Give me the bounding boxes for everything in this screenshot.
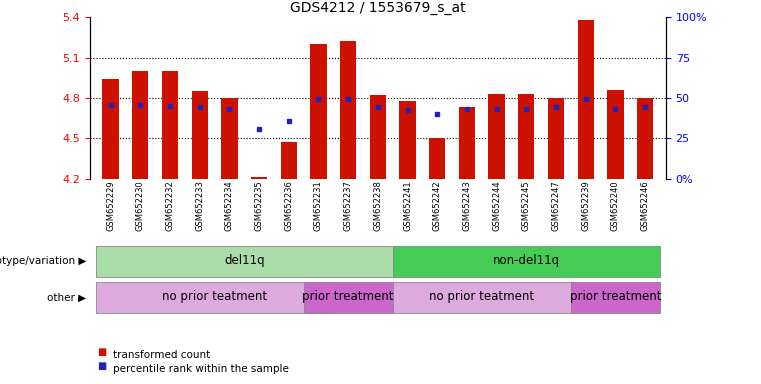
Text: percentile rank within the sample: percentile rank within the sample [113, 364, 288, 374]
Text: GSM652237: GSM652237 [344, 180, 352, 232]
Bar [393, 246, 660, 276]
Text: ■: ■ [97, 361, 107, 371]
Text: del11q: del11q [224, 254, 265, 267]
Bar [571, 282, 660, 313]
Text: GSM652244: GSM652244 [492, 180, 501, 231]
Text: GSM652234: GSM652234 [224, 180, 234, 231]
Text: no prior teatment: no prior teatment [429, 290, 534, 303]
Bar [400, 101, 416, 179]
Text: GSM652236: GSM652236 [285, 180, 293, 232]
Text: GSM652240: GSM652240 [611, 180, 620, 231]
Text: GSM652230: GSM652230 [135, 180, 145, 231]
Text: GSM652233: GSM652233 [195, 180, 204, 232]
Text: ■: ■ [97, 347, 107, 357]
Bar [393, 282, 571, 313]
Text: GSM652229: GSM652229 [106, 180, 115, 231]
Bar [96, 282, 333, 313]
Bar [370, 95, 386, 179]
Bar [429, 138, 445, 179]
Bar [281, 142, 297, 179]
Text: GSM652231: GSM652231 [314, 180, 323, 231]
Bar [489, 94, 505, 179]
Text: non-del11q: non-del11q [492, 254, 560, 267]
Bar [578, 20, 594, 179]
Text: GSM652239: GSM652239 [581, 180, 591, 231]
Bar [310, 44, 326, 179]
Text: GSM652247: GSM652247 [552, 180, 561, 231]
Bar [637, 98, 653, 179]
Title: GDS4212 / 1553679_s_at: GDS4212 / 1553679_s_at [290, 1, 466, 15]
Bar [162, 71, 178, 179]
Text: prior treatment: prior treatment [570, 290, 661, 303]
Text: other ▶: other ▶ [47, 293, 86, 303]
Text: prior treatment: prior treatment [302, 290, 394, 303]
Bar [518, 94, 534, 179]
Bar [132, 71, 148, 179]
Bar [192, 91, 208, 179]
Bar [96, 246, 393, 276]
Bar [221, 98, 237, 179]
Text: GSM652235: GSM652235 [255, 180, 263, 231]
Text: genotype/variation ▶: genotype/variation ▶ [0, 256, 86, 266]
Text: no prior teatment: no prior teatment [162, 290, 267, 303]
Text: GSM652243: GSM652243 [463, 180, 471, 231]
Bar [304, 282, 393, 313]
Text: GSM652238: GSM652238 [374, 180, 382, 232]
Text: GSM652242: GSM652242 [433, 180, 441, 231]
Text: transformed count: transformed count [113, 350, 210, 360]
Text: GSM652246: GSM652246 [641, 180, 650, 231]
Text: GSM652241: GSM652241 [403, 180, 412, 231]
Text: GSM652232: GSM652232 [165, 180, 174, 231]
Bar [251, 177, 267, 179]
Bar [607, 90, 623, 179]
Bar [103, 79, 119, 179]
Bar [459, 108, 475, 179]
Text: GSM652245: GSM652245 [522, 180, 531, 231]
Bar [340, 41, 356, 179]
Bar [548, 98, 564, 179]
